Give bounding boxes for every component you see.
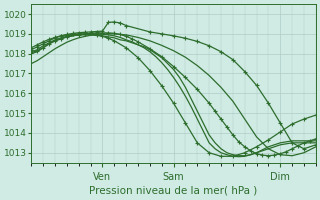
X-axis label: Pression niveau de la mer( hPa ): Pression niveau de la mer( hPa ): [90, 186, 258, 196]
